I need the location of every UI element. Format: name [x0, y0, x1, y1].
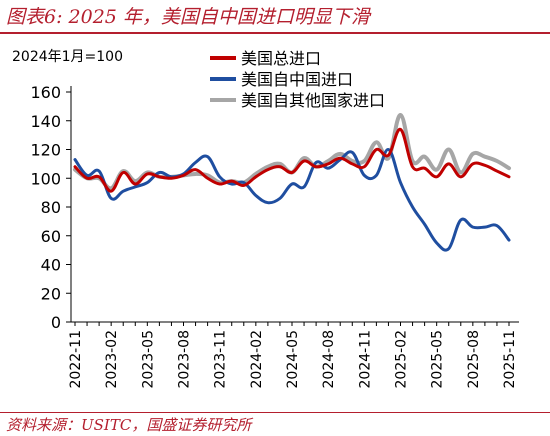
- x-tick-label: 2023-05: [140, 330, 156, 389]
- unit-note: 2024年1月=100: [12, 49, 123, 65]
- x-tick-label: 2025-02: [394, 330, 410, 389]
- x-tick-label: 2023-08: [177, 330, 193, 389]
- x-tick-label: 2024-05: [285, 330, 301, 389]
- y-tick-label: 20: [41, 284, 61, 303]
- x-tick-label: 2024-11: [357, 330, 373, 389]
- source-note: 资料来源：USITC，国盛证券研究所: [6, 416, 252, 434]
- chart-axes: 0 20 40 60 80 100 120 140 160 2022-11 2023-02 2023-…: [30, 83, 519, 389]
- y-tick-label: 100: [30, 169, 61, 188]
- chart-series-lines: [73, 112, 511, 252]
- x-tick-label: 2025-05: [430, 330, 446, 389]
- x-tick-label: 2025-11: [502, 330, 518, 389]
- figure-title: 图表6: 2025 年，美国自中国进口明显下滑: [6, 6, 370, 28]
- y-tick-label: 40: [41, 256, 61, 275]
- series-line-1: [73, 127, 511, 193]
- x-tick-label: 2024-02: [249, 330, 265, 389]
- y-tick-label: 140: [30, 112, 61, 131]
- legend-label-1: 美国总进口: [241, 49, 321, 68]
- series-line-2: [73, 148, 511, 252]
- x-tick-label: 2023-11: [213, 330, 229, 389]
- y-tick-label: 120: [30, 141, 61, 160]
- x-tick-label: 2023-02: [104, 330, 120, 389]
- series-line-3: [73, 112, 511, 191]
- y-tick-label: 0: [51, 313, 61, 332]
- source-rule: [0, 412, 550, 413]
- line-chart: 2024年1月=100 0 20 40 60 80 100 120 140 160 2022-11…: [12, 49, 519, 389]
- x-tick-label: 2025-08: [466, 330, 482, 389]
- x-tick-label: 2022-11: [68, 330, 84, 389]
- y-tick-label: 80: [41, 198, 61, 217]
- legend-label-3: 美国自其他国家进口: [241, 91, 385, 110]
- legend-label-2: 美国自中国进口: [241, 70, 353, 89]
- x-tick-label: 2024-08: [321, 330, 337, 389]
- y-tick-label: 160: [30, 83, 61, 102]
- title-rule: [0, 32, 550, 34]
- y-tick-label: 60: [41, 227, 61, 246]
